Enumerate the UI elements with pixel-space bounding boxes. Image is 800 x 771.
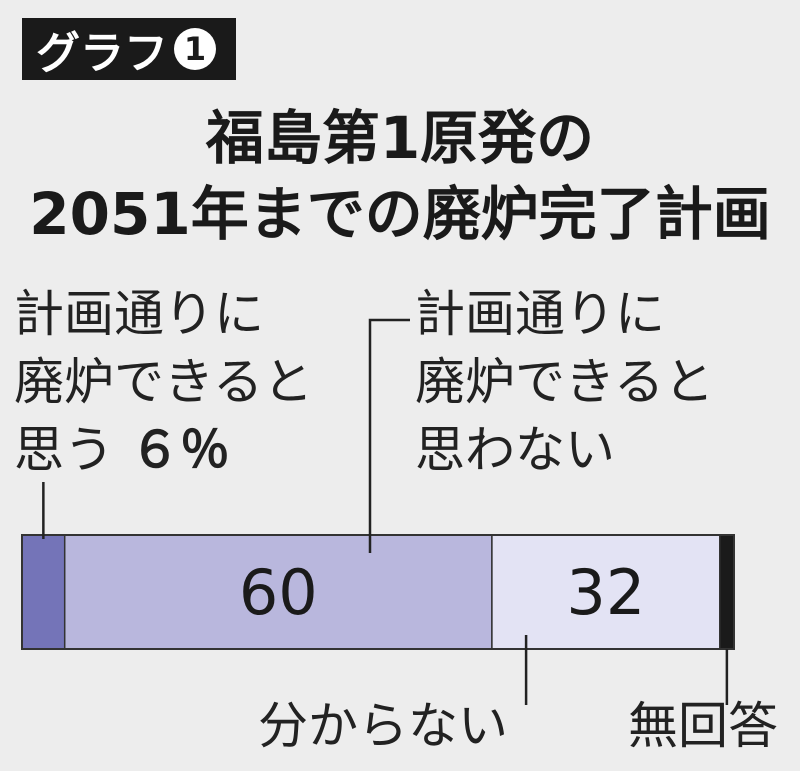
- label-think-possible-line1: 計画通りに: [14, 285, 264, 343]
- data-label-dont-know: 32: [566, 556, 645, 629]
- bar-segment-think-not-possible: [63, 534, 493, 650]
- label-no-answer: 無回答: [628, 697, 778, 755]
- bar-outline: [21, 534, 735, 650]
- bar-segment-no-answer: [719, 534, 735, 650]
- leader-line-think-not-possible: [368, 318, 410, 553]
- label-think-not-possible-line1: 計画通りに: [415, 285, 665, 343]
- label-think-possible-text: 思う: [14, 421, 114, 479]
- label-dont-know: 分からない: [258, 697, 508, 755]
- label-think-possible-value: ６％: [129, 421, 230, 479]
- badge-text: グラフ: [36, 28, 168, 79]
- label-think-possible-line3: 思う ６％: [14, 418, 230, 482]
- label-think-not-possible-line3: 思わない: [415, 421, 615, 479]
- data-label-think-not-possible: 60: [239, 556, 318, 629]
- badge-number: 1: [174, 28, 216, 70]
- bar-segment-think-possible: [21, 534, 66, 650]
- graph-badge: グラフ 1: [22, 18, 236, 80]
- label-think-possible-line2: 廃炉できると: [14, 353, 313, 411]
- label-think-not-possible-line2: 廃炉できると: [415, 353, 714, 411]
- chart-title-line2: 2051年までの廃炉完了計画: [29, 180, 771, 248]
- chart-title-line1: 福島第1原発の: [205, 104, 595, 172]
- bar-segment-dont-know: [491, 534, 721, 650]
